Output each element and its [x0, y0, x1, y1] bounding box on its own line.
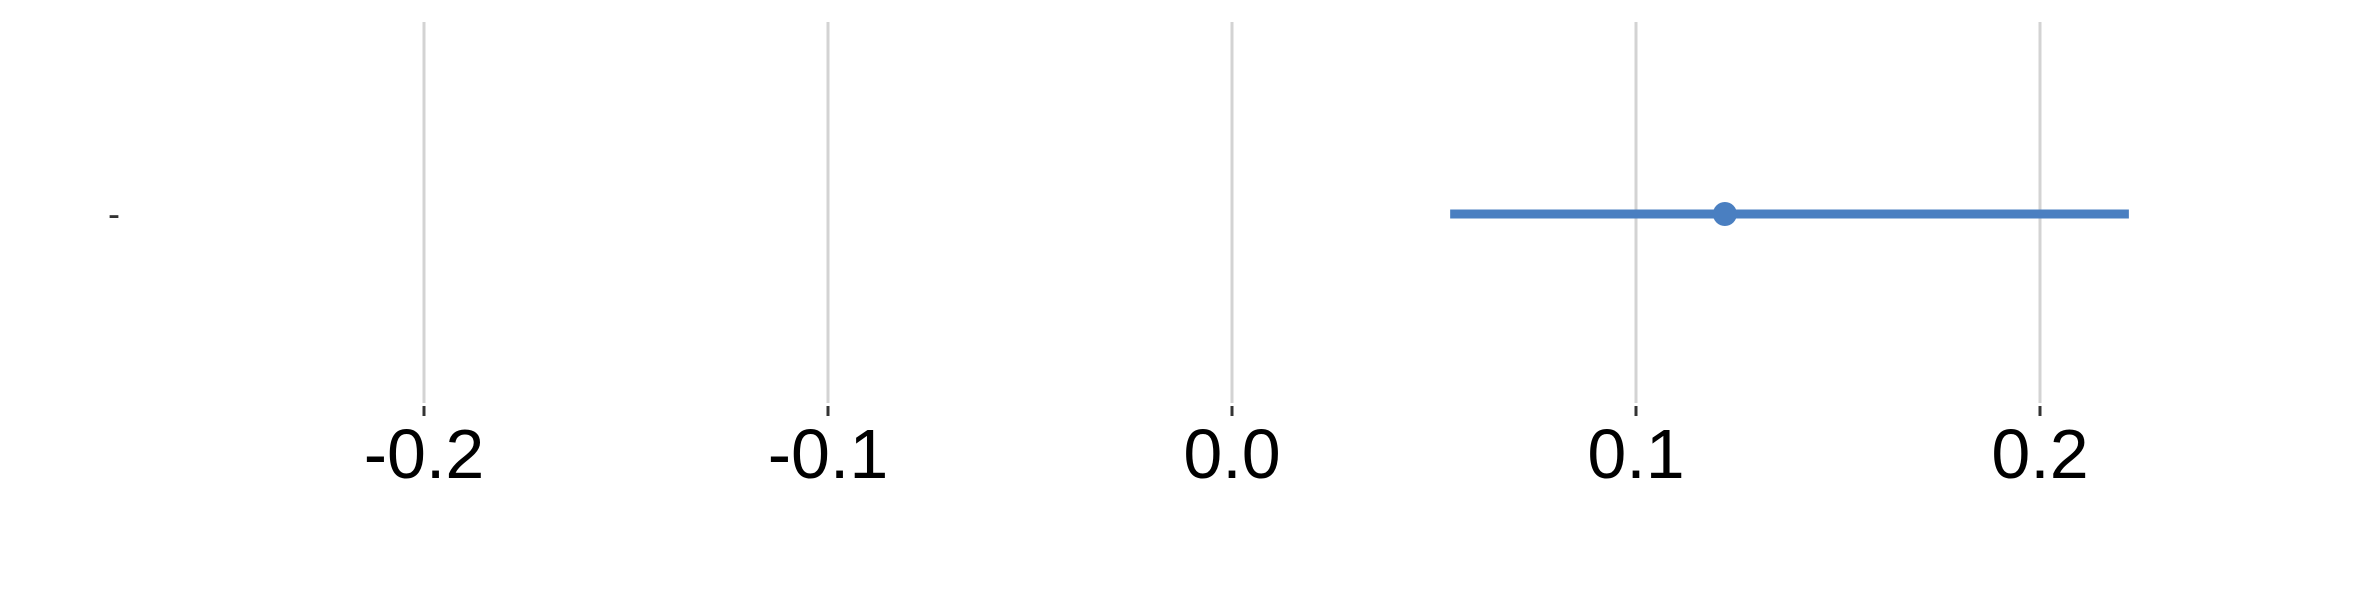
x-tick-label: 0.2: [1991, 415, 2088, 493]
x-tick-label: 0.0: [1183, 415, 1280, 493]
x-tick-label: -0.1: [768, 415, 889, 493]
x-tick-label: 0.1: [1587, 415, 1684, 493]
x-axis-tick-labels: -0.2 -0.1 0.0 0.1 0.2: [364, 415, 2089, 493]
y-axis-category-labels: -: [108, 193, 120, 234]
point-estimate: [1712, 202, 1737, 226]
x-tick-label: -0.2: [364, 415, 485, 493]
data-marks: [1450, 202, 2129, 226]
x-axis-ticks: [422, 406, 2042, 416]
category-label: -: [108, 193, 120, 234]
